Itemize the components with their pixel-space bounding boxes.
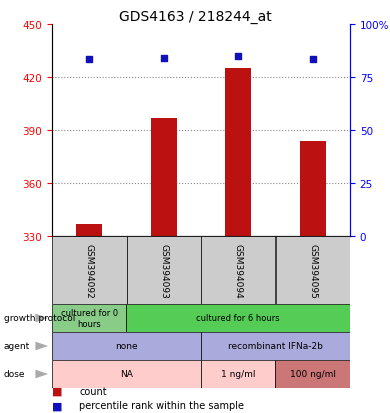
- Text: percentile rank within the sample: percentile rank within the sample: [79, 401, 244, 411]
- Bar: [201, 236, 275, 304]
- Text: GSM394095: GSM394095: [308, 243, 317, 298]
- Bar: [52, 360, 201, 388]
- Text: GDS4163 / 218244_at: GDS4163 / 218244_at: [119, 10, 271, 24]
- Text: GSM394092: GSM394092: [85, 243, 94, 298]
- Polygon shape: [35, 342, 48, 351]
- Text: dose: dose: [4, 370, 25, 379]
- Bar: [52, 304, 126, 332]
- Polygon shape: [35, 314, 48, 323]
- Bar: [225, 69, 251, 236]
- Bar: [201, 360, 275, 388]
- Bar: [52, 332, 201, 360]
- Text: ■: ■: [52, 401, 62, 411]
- Text: GSM394093: GSM394093: [159, 243, 168, 298]
- Point: [235, 53, 241, 60]
- Bar: [151, 119, 177, 236]
- Text: cultured for 6 hours: cultured for 6 hours: [197, 314, 280, 323]
- Bar: [275, 236, 350, 304]
- Bar: [126, 236, 201, 304]
- Text: none: none: [115, 342, 138, 351]
- Point: [86, 57, 92, 64]
- Bar: [76, 224, 102, 236]
- Text: 1 ng/ml: 1 ng/ml: [221, 370, 255, 379]
- Text: 100 ng/ml: 100 ng/ml: [290, 370, 336, 379]
- Bar: [52, 236, 126, 304]
- Text: NA: NA: [120, 370, 133, 379]
- Text: cultured for 0
hours: cultured for 0 hours: [61, 309, 118, 328]
- Point: [161, 55, 167, 62]
- Point: [310, 57, 316, 64]
- Bar: [126, 304, 350, 332]
- Text: GSM394094: GSM394094: [234, 243, 243, 298]
- Text: recombinant IFNa-2b: recombinant IFNa-2b: [228, 342, 323, 351]
- Text: count: count: [79, 386, 107, 396]
- Bar: [275, 360, 350, 388]
- Text: ■: ■: [52, 386, 62, 396]
- Bar: [201, 332, 350, 360]
- Text: agent: agent: [4, 342, 30, 351]
- Polygon shape: [35, 370, 48, 378]
- Text: growth protocol: growth protocol: [4, 314, 75, 323]
- Bar: [300, 141, 326, 236]
